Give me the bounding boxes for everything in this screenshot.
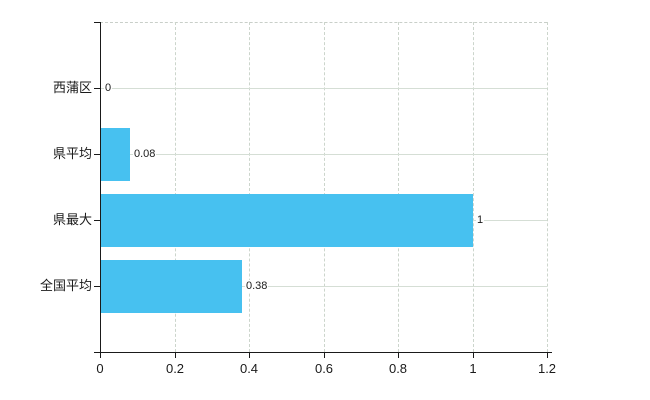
h-gridline [100, 88, 547, 89]
y-axis-tick [94, 22, 100, 23]
h-gridline [100, 154, 547, 155]
plot-area: 0 0.08 1 0.38 [100, 22, 548, 352]
y-axis-tick [94, 220, 100, 221]
x-axis-tick [100, 352, 101, 358]
x-tick-label: 1 [469, 361, 477, 376]
y-axis-tick [94, 154, 100, 155]
x-axis-tick [473, 352, 474, 358]
v-gridline [323, 22, 325, 352]
x-tick-label: 0.6 [314, 361, 334, 376]
y-axis [100, 22, 101, 357]
x-axis-tick [175, 352, 176, 358]
v-gridline [547, 22, 548, 352]
x-axis-tick [398, 352, 399, 358]
h-gridline [100, 286, 547, 287]
category-label: 全国平均 [39, 278, 92, 293]
category-label: 県最大 [52, 212, 92, 227]
v-gridline [398, 22, 399, 352]
v-gridline [249, 22, 250, 352]
bar [100, 260, 242, 313]
bar [100, 128, 130, 181]
x-tick-label: 0.4 [239, 361, 259, 376]
value-label: 0 [104, 82, 113, 94]
x-axis-tick [547, 352, 548, 358]
value-label: 1 [476, 214, 485, 226]
x-axis-tick [249, 352, 250, 358]
y-axis-tick [94, 88, 100, 89]
v-gridline [174, 22, 176, 352]
value-label: 0.38 [245, 280, 269, 292]
x-tick-label: 1.2 [537, 361, 557, 376]
v-gridline [472, 22, 474, 352]
x-tick-label: 0.2 [165, 361, 185, 376]
x-tick-label: 0 [96, 361, 104, 376]
x-axis-tick [324, 352, 325, 358]
bar [100, 194, 473, 247]
category-label: 県平均 [52, 146, 92, 161]
x-tick-label: 0.8 [388, 361, 408, 376]
y-axis-tick [94, 286, 100, 287]
value-label: 0.08 [133, 148, 157, 160]
x-axis [94, 352, 552, 353]
category-label: 西蒲区 [52, 80, 92, 95]
